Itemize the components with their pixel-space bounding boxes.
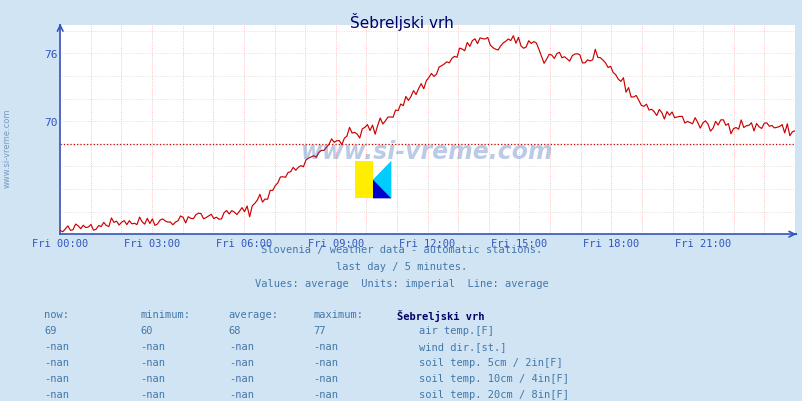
Text: -nan: -nan [44, 373, 69, 383]
Text: last day / 5 minutes.: last day / 5 minutes. [335, 261, 467, 271]
Text: Values: average  Units: imperial  Line: average: Values: average Units: imperial Line: av… [254, 278, 548, 288]
Text: Šebreljski vrh: Šebreljski vrh [397, 309, 484, 321]
Text: -nan: -nan [313, 357, 338, 367]
Text: -nan: -nan [313, 373, 338, 383]
Text: -nan: -nan [44, 357, 69, 367]
Text: -nan: -nan [140, 373, 165, 383]
Text: www.si-vreme.com: www.si-vreme.com [301, 139, 553, 163]
Polygon shape [373, 161, 391, 199]
Text: air temp.[F]: air temp.[F] [419, 325, 493, 335]
Text: -nan: -nan [140, 389, 165, 399]
Text: soil temp. 5cm / 2in[F]: soil temp. 5cm / 2in[F] [419, 357, 562, 367]
Text: -nan: -nan [229, 341, 253, 351]
Text: 68: 68 [229, 325, 241, 335]
Text: -nan: -nan [229, 373, 253, 383]
Text: minimum:: minimum: [140, 309, 190, 319]
Text: now:: now: [44, 309, 69, 319]
Text: 60: 60 [140, 325, 153, 335]
Text: soil temp. 20cm / 8in[F]: soil temp. 20cm / 8in[F] [419, 389, 569, 399]
Text: wind dir.[st.]: wind dir.[st.] [419, 341, 506, 351]
Text: soil temp. 10cm / 4in[F]: soil temp. 10cm / 4in[F] [419, 373, 569, 383]
Text: 69: 69 [44, 325, 57, 335]
Text: -nan: -nan [229, 389, 253, 399]
Polygon shape [373, 180, 391, 199]
Text: Slovenia / weather data - automatic stations.: Slovenia / weather data - automatic stat… [261, 245, 541, 255]
Text: 77: 77 [313, 325, 326, 335]
Text: -nan: -nan [140, 357, 165, 367]
Bar [354, 161, 373, 199]
Text: www.si-vreme.com: www.si-vreme.com [2, 109, 12, 188]
Text: average:: average: [229, 309, 278, 319]
Text: Šebreljski vrh: Šebreljski vrh [349, 13, 453, 31]
Text: -nan: -nan [313, 341, 338, 351]
Text: maximum:: maximum: [313, 309, 363, 319]
Text: -nan: -nan [229, 357, 253, 367]
Text: -nan: -nan [140, 341, 165, 351]
Text: -nan: -nan [44, 389, 69, 399]
Text: -nan: -nan [44, 341, 69, 351]
Text: -nan: -nan [313, 389, 338, 399]
